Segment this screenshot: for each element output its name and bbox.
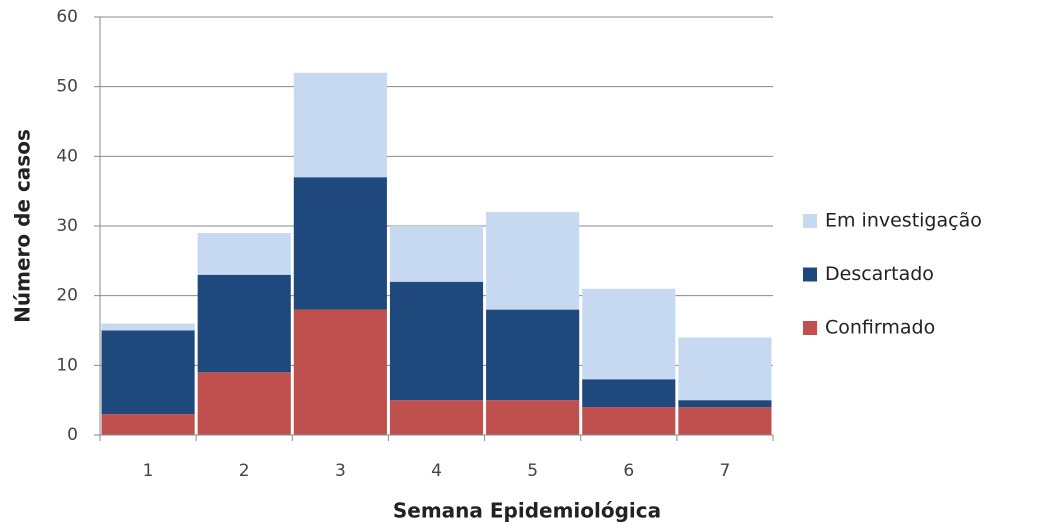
bar-segment	[582, 288, 676, 380]
y-tick-label: 0	[67, 425, 78, 445]
y-tick-label: 50	[56, 77, 78, 97]
bar-segment	[101, 414, 195, 435]
y-tick-label: 20	[56, 286, 78, 306]
x-axis-title: Semana Epidemiológica	[393, 499, 661, 523]
bar-segment	[678, 407, 772, 435]
x-tick-label: 2	[239, 461, 250, 481]
x-tick-label: 7	[720, 461, 731, 481]
bar-segment	[486, 400, 580, 435]
bar-segment	[293, 177, 387, 310]
bar-segment	[197, 232, 291, 275]
x-tick-label: 3	[335, 461, 346, 481]
y-tick-label: 60	[56, 7, 78, 27]
y-tick-label: 10	[56, 355, 78, 375]
y-tick-label: 30	[56, 216, 78, 236]
bar-segment	[486, 309, 580, 401]
y-tick-label: 40	[56, 146, 78, 166]
bar-segment	[678, 400, 772, 408]
bar-segment	[678, 337, 772, 401]
legend-swatch	[803, 267, 817, 282]
x-tick-label: 6	[623, 461, 634, 481]
bar-segment	[582, 407, 676, 435]
y-axis-title: Número de casos	[11, 129, 35, 323]
legend-label: Descartado	[825, 263, 934, 285]
x-tick-label: 5	[527, 461, 538, 481]
bar-segment	[293, 309, 387, 435]
bar-segment	[582, 379, 676, 408]
x-tick-label: 1	[143, 461, 154, 481]
x-tick-label: 4	[431, 461, 442, 481]
legend-label: Confirmado	[825, 317, 935, 339]
legend-swatch	[803, 321, 817, 335]
legend-label: Em investigação	[825, 210, 982, 232]
bar-segment	[389, 400, 484, 435]
bar-segment	[197, 372, 291, 435]
bar-segment	[197, 274, 291, 373]
bar-segment	[293, 72, 387, 178]
bar-segment	[486, 212, 580, 310]
bar-segment	[101, 323, 195, 331]
legend-swatch	[803, 214, 817, 228]
bar-segment	[389, 226, 484, 282]
bar-segment	[389, 281, 484, 401]
bar-segment	[101, 330, 195, 415]
